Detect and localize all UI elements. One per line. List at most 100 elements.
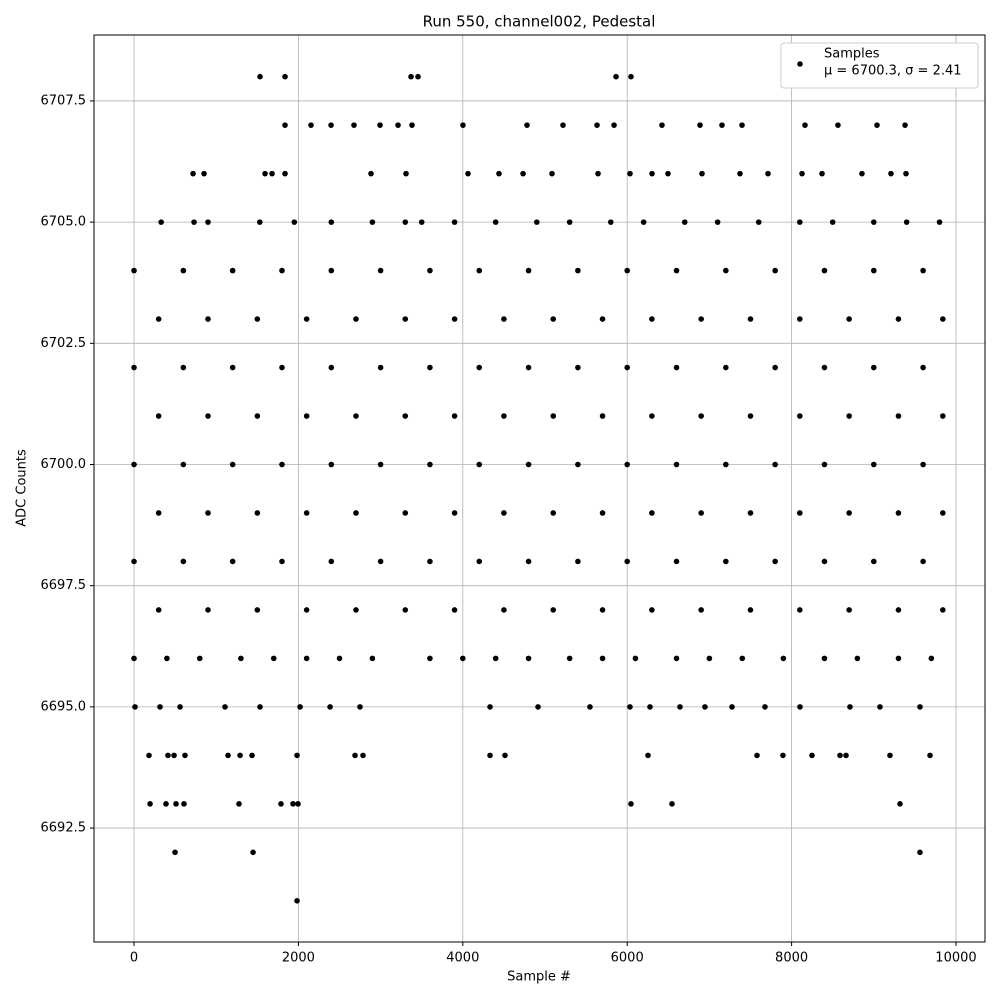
point	[940, 607, 946, 613]
point	[903, 170, 909, 177]
point	[870, 364, 877, 371]
point	[936, 219, 943, 225]
point	[165, 752, 171, 759]
point	[843, 752, 849, 759]
point	[427, 364, 433, 371]
point	[460, 122, 466, 128]
point	[599, 607, 606, 613]
legend-note: μ = 6700.3, σ = 2.41	[824, 64, 962, 79]
point	[698, 510, 704, 516]
point	[699, 170, 705, 177]
point	[613, 73, 619, 80]
point	[205, 316, 211, 322]
point	[229, 267, 236, 274]
point	[262, 170, 268, 177]
legend-label: Samples	[824, 47, 880, 62]
point	[164, 655, 170, 662]
chart-title: Run 550, channel002, Pedestal	[423, 13, 656, 31]
point	[328, 461, 335, 468]
point	[673, 558, 680, 565]
point	[520, 170, 526, 177]
point	[173, 801, 179, 807]
point	[402, 607, 409, 613]
point	[369, 219, 376, 225]
point	[353, 510, 359, 516]
point	[451, 607, 458, 613]
point	[196, 655, 203, 662]
point	[229, 558, 236, 565]
point	[360, 752, 366, 759]
point	[723, 364, 729, 371]
point	[681, 219, 688, 225]
point	[737, 170, 743, 177]
point	[155, 413, 162, 419]
point	[351, 122, 357, 128]
point	[236, 801, 242, 807]
point	[821, 364, 828, 371]
point	[627, 170, 633, 177]
x-tick-label: 0	[130, 951, 138, 966]
point	[524, 122, 530, 128]
point	[181, 801, 187, 807]
point	[920, 558, 926, 565]
point	[409, 122, 415, 128]
point	[624, 558, 631, 565]
point	[628, 73, 634, 80]
point	[132, 704, 138, 710]
point	[835, 122, 841, 128]
point	[599, 413, 606, 419]
point	[846, 413, 852, 419]
point	[460, 655, 466, 662]
point	[131, 364, 137, 371]
point	[368, 170, 374, 177]
point	[903, 219, 910, 225]
point	[888, 170, 894, 177]
point	[870, 267, 877, 274]
point	[190, 170, 196, 177]
point	[131, 558, 137, 565]
point	[501, 413, 507, 419]
point	[846, 607, 852, 613]
point	[647, 704, 653, 710]
point	[229, 461, 236, 468]
point	[254, 607, 261, 613]
point	[897, 801, 903, 807]
point	[797, 510, 803, 516]
point	[902, 122, 908, 128]
point	[492, 219, 499, 225]
y-tick-label: 6707.5	[41, 93, 87, 108]
point	[854, 655, 861, 662]
point	[487, 752, 493, 759]
point	[549, 170, 555, 177]
point	[402, 316, 409, 322]
point	[920, 267, 926, 274]
point	[328, 364, 335, 371]
point	[698, 607, 704, 613]
point	[772, 364, 778, 371]
point	[290, 801, 296, 807]
point	[669, 801, 675, 807]
point	[723, 267, 729, 274]
point	[257, 704, 263, 710]
point	[535, 704, 541, 710]
point	[254, 413, 261, 419]
x-tick-label: 6000	[611, 951, 644, 966]
point	[797, 607, 803, 613]
point	[659, 122, 665, 128]
point	[403, 170, 409, 177]
point	[303, 413, 310, 419]
point	[297, 704, 303, 710]
point	[451, 413, 458, 419]
point	[131, 461, 137, 468]
point	[418, 219, 425, 225]
point	[895, 413, 902, 419]
point	[940, 413, 946, 419]
point	[772, 558, 778, 565]
point	[294, 752, 300, 759]
point	[205, 510, 211, 516]
y-tick-label: 6702.5	[41, 336, 87, 351]
point	[649, 607, 655, 613]
point	[180, 461, 187, 468]
point	[353, 316, 359, 322]
point	[525, 267, 532, 274]
